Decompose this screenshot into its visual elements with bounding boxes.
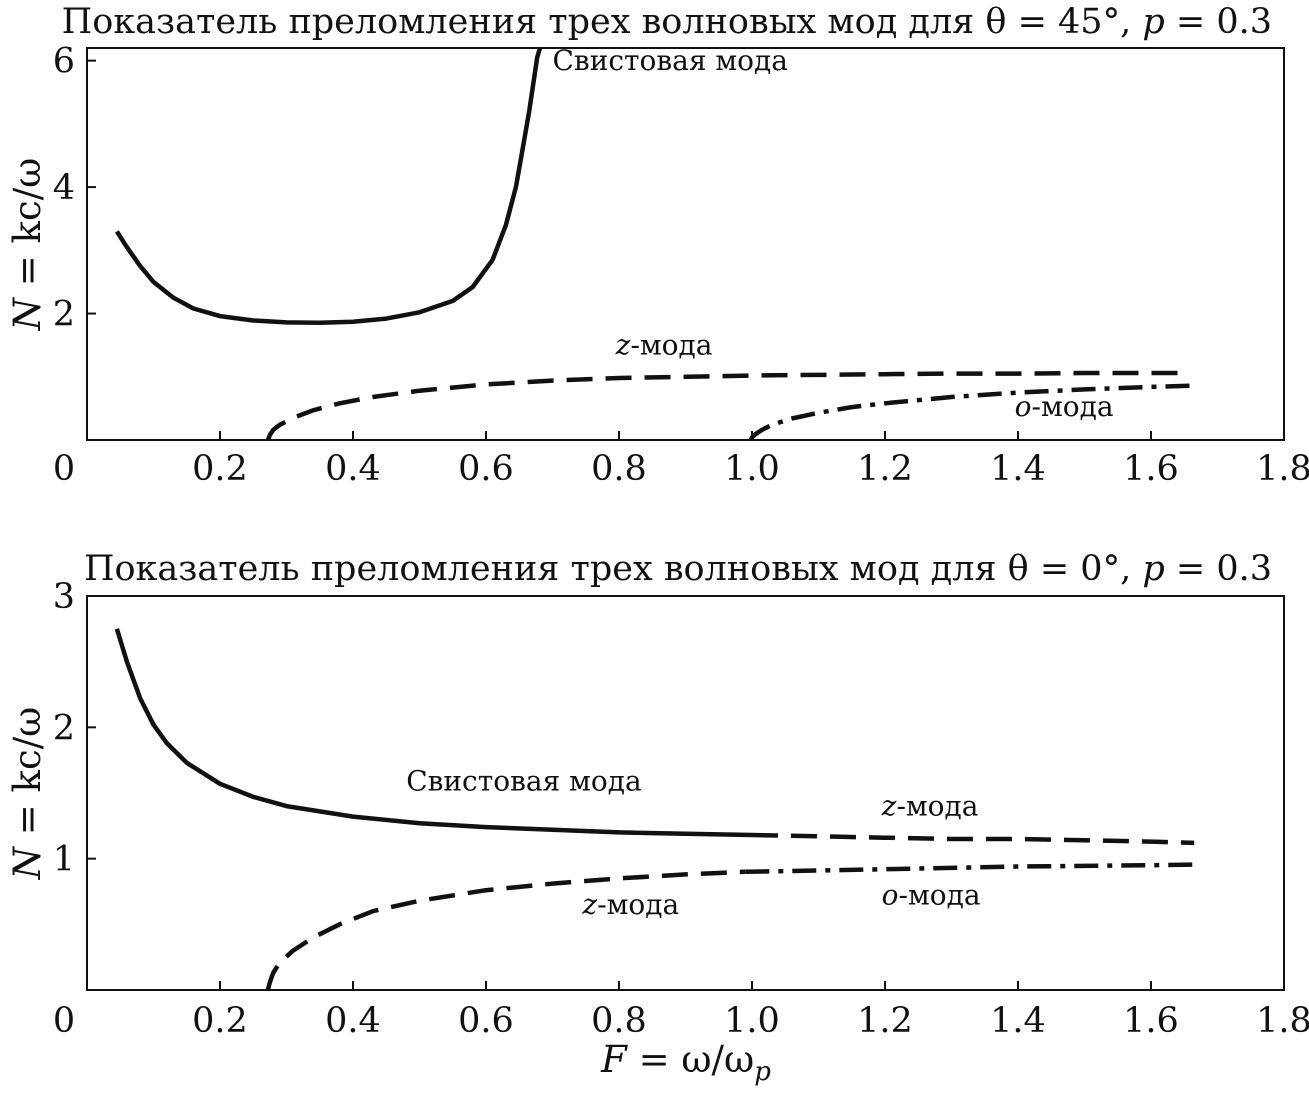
annotation-text: Свистовая мода	[553, 44, 788, 77]
x-tick-label: 1.4	[990, 449, 1046, 489]
x-tick-label: 1.0	[724, 1001, 780, 1041]
annotation-prefix: z	[881, 789, 897, 822]
x-tick-label: 1.4	[990, 1001, 1046, 1041]
chart-bottom-plot-frame	[86, 595, 1285, 991]
annotation-label: o-мода	[882, 879, 981, 912]
y-tick-label: 2	[53, 708, 75, 748]
x-tick-label: 1.2	[857, 449, 913, 489]
chart-top-x-ticks: 0 0.2 0.4 0.6 0.8 1.0 1.2 1.4 1.6 1.8	[53, 431, 1309, 489]
chart-top-plot-frame	[86, 47, 1285, 441]
chart-bottom-series	[114, 628, 1195, 991]
series-line	[114, 628, 753, 838]
chart-top: Показатель преломления трех волновых мод…	[6, 2, 1309, 489]
annotation-text: -мода	[630, 329, 712, 362]
x-tick-label: 0.6	[458, 1001, 514, 1041]
y-tick-label: 6	[53, 42, 75, 82]
x-tick-label: 1.6	[1123, 1001, 1179, 1041]
x-tick-label: 0.4	[325, 449, 381, 489]
x-tick-label: 1.0	[724, 449, 780, 489]
annotation-prefix: z	[615, 329, 631, 362]
annotation-prefix: z	[581, 888, 597, 921]
series-line	[265, 370, 1178, 441]
chart-top-y-axis-label: N = kc/ω	[6, 158, 49, 332]
annotation-label: Свистовая мода	[553, 44, 788, 77]
chart-bottom-x-axis-label: F = ω/ωp	[600, 1038, 771, 1087]
annotation-text: -мода	[597, 888, 679, 921]
x-tick-label: 1.2	[857, 1001, 913, 1041]
chart-top-title: Показатель преломления трех волновых мод…	[62, 2, 1272, 42]
annotation-label: z-мода	[581, 888, 679, 921]
x-tick-label: 1.8	[1256, 449, 1309, 489]
y-tick-label: 4	[53, 168, 75, 208]
series-line	[265, 869, 746, 991]
annotation-label: z-мода	[881, 789, 979, 822]
annotation-text: Свистовая мода	[406, 764, 641, 797]
chart-top-y-ticks: 2 4 6	[53, 42, 96, 335]
annotation-label: o-мода	[1015, 390, 1114, 423]
chart-bottom-y-axis-label: N = kc/ω	[6, 707, 49, 881]
annotation-label: z-мода	[615, 329, 713, 362]
x-tick-label: 0.6	[458, 449, 514, 489]
annotation-text: -мода	[899, 879, 981, 912]
x-tick-label: 1.6	[1123, 449, 1179, 489]
x-tick-label: 0	[53, 449, 75, 489]
x-tick-label: 0.8	[591, 449, 647, 489]
y-tick-label: 2	[53, 295, 75, 335]
annotation-text: -мода	[896, 789, 978, 822]
series-line	[745, 862, 1195, 875]
chart-top-series	[114, 47, 1195, 442]
y-tick-label: 3	[53, 577, 75, 617]
series-line	[751, 832, 1195, 846]
x-tick-label: 1.8	[1256, 1001, 1309, 1041]
x-tick-label: 0.2	[192, 449, 248, 489]
x-tick-label: 0.8	[591, 1001, 647, 1041]
annotation-label: Свистовая мода	[406, 764, 641, 797]
chart-bottom: Показатель преломления трех волновых мод…	[6, 549, 1309, 1087]
y-tick-label: 1	[53, 840, 75, 880]
chart-bottom-x-ticks: 0 0.2 0.4 0.6 0.8 1.0 1.2 1.4 1.6 1.8	[53, 981, 1309, 1041]
annotation-text: -мода	[1032, 390, 1114, 423]
x-tick-label: 0.2	[192, 1001, 248, 1041]
annotation-prefix: o	[1015, 390, 1032, 423]
series-line	[748, 383, 1195, 442]
annotation-prefix: o	[882, 879, 899, 912]
x-tick-label: 0.4	[325, 1001, 381, 1041]
x-tick-label: 0	[53, 1001, 75, 1041]
chart-bottom-title: Показатель преломления трех волновых мод…	[84, 549, 1272, 589]
chart-bottom-y-ticks: 1 2 3	[53, 577, 96, 880]
series-line	[114, 47, 543, 325]
